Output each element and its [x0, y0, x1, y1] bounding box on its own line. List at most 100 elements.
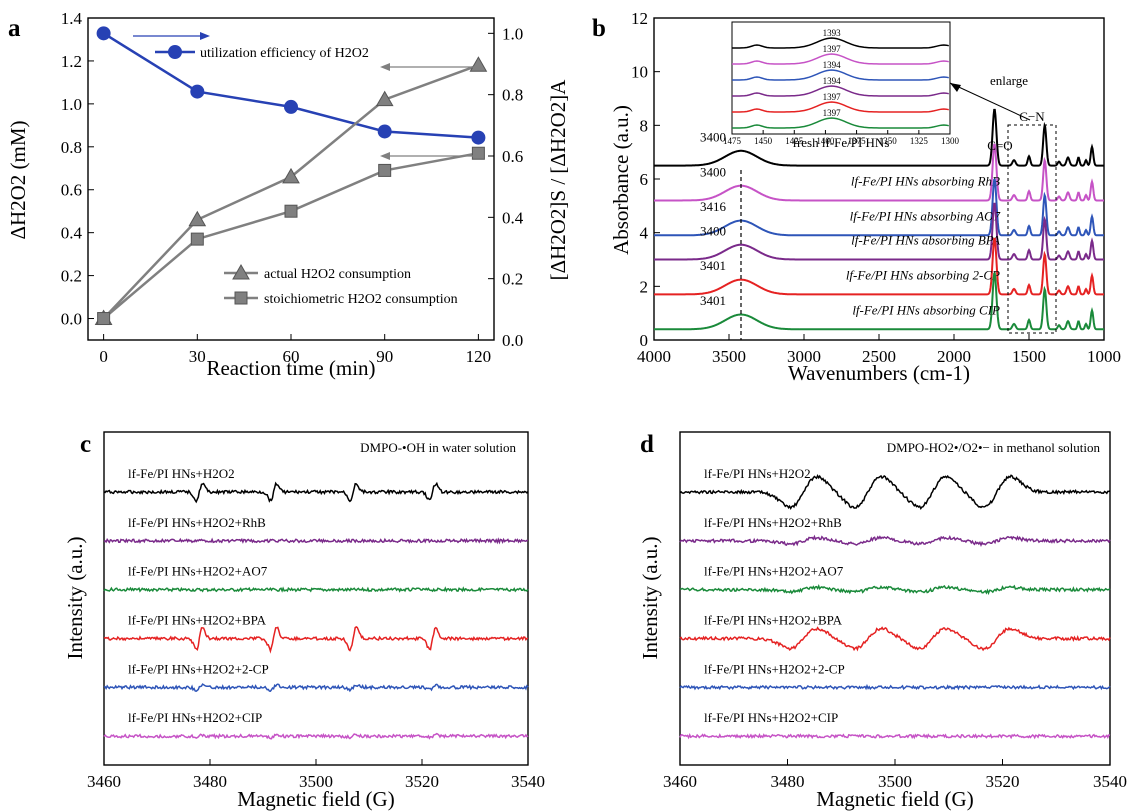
arrow-head-icon: [950, 83, 961, 92]
data-point-1-4: [469, 56, 488, 72]
legend-actual: actual H2O2 consumption: [264, 267, 411, 282]
series-label-2: lf-Fe/PI HNs absorbing AO7: [850, 209, 1001, 224]
series-label-1: lf-Fe/PI HNs absorbing RhB: [851, 174, 1000, 189]
epr-line-1: [103, 537, 529, 545]
epr-label-1: lf-Fe/PI HNs+H2O2+RhB: [128, 515, 266, 530]
epr-line-0: [679, 473, 1111, 510]
data-point-2-2: [284, 204, 298, 218]
panel-d-ylabel: Intensity (a.u.): [638, 536, 662, 659]
y-tick-label: 12: [631, 9, 648, 28]
panel-c: c 3460 3480 3500 3520 3540 lf-Fe/PI HNs+H2O2…: [63, 431, 545, 811]
epr-label-0: lf-Fe/PI HNs+H2O2: [704, 466, 811, 481]
y-tick-label: 0.8: [61, 138, 82, 157]
panel-a-letter: a: [8, 15, 21, 42]
inset-x-tick-label: 1325: [910, 136, 929, 146]
inset-x-tick-label: 1375: [848, 136, 867, 146]
x-tick-label: 0: [99, 347, 108, 366]
ftir-line-3: [654, 202, 1104, 261]
panel-d-letter: d: [640, 431, 654, 458]
panel-c-xlabel: Magnetic field (G): [237, 787, 394, 811]
peak-label-1: 3400: [700, 164, 726, 179]
ftir-line-1: [654, 143, 1104, 202]
epr-line-1: [679, 534, 1111, 548]
peak-label-4: 3401: [700, 258, 726, 273]
panel-d-xlabel: Magnetic field (G): [816, 787, 973, 811]
panel-a: a 0 30 60 90 120 0.0 0.2 0.4 0.6 0.8 1.0 1.2 1.4 0.0 0…: [6, 9, 570, 380]
inset-line-4: [732, 101, 949, 113]
peak-label-0: 3400: [700, 129, 726, 144]
inset-frame: [731, 21, 951, 135]
panel-c-letter: c: [80, 431, 91, 458]
y-tick-label: 1.0: [61, 95, 82, 114]
inset-peak-label-3: 1394: [823, 76, 842, 86]
series-label-4: lf-Fe/PI HNs absorbing 2-CP: [846, 268, 1000, 283]
inset-line-5: [732, 117, 949, 129]
data-point-1-3: [375, 90, 394, 107]
series-label-3: lf-Fe/PI HNs absorbing BPA: [851, 233, 1000, 248]
epr-line-4: [103, 683, 529, 693]
data-point-0-3: [377, 124, 392, 139]
x-tick-label: 3480: [771, 772, 805, 791]
annotation-cn: C−N: [1019, 109, 1045, 124]
epr-label-3: lf-Fe/PI HNs+H2O2+BPA: [704, 613, 843, 628]
enlarge-arrow: [949, 82, 1031, 121]
epr-label-2: lf-Fe/PI HNs+H2O2+AO7: [704, 564, 844, 579]
x-tick-label: 3000: [787, 347, 821, 366]
peak-label-2: 3416: [700, 199, 727, 214]
epr-label-5: lf-Fe/PI HNs+H2O2+CIP: [128, 710, 262, 725]
legend-marker-square: [234, 291, 248, 305]
x-tick-label: 1000: [1087, 347, 1121, 366]
ftir-line-0: [654, 108, 1104, 167]
annotation-co: C=O: [987, 138, 1012, 153]
data-point-0-4: [471, 130, 486, 145]
epr-label-3: lf-Fe/PI HNs+H2O2+BPA: [128, 613, 267, 628]
x-tick-label: 60: [283, 347, 300, 366]
annotation-enlarge: enlarge: [990, 73, 1028, 88]
epr-line-4: [679, 683, 1111, 691]
x-tick-label: 3480: [193, 772, 227, 791]
panel-c-ylabel: Intensity (a.u.): [63, 536, 87, 659]
data-point-2-3: [378, 163, 392, 177]
inset-x-tick-label: 1400: [816, 136, 835, 146]
panel-a-xlabel: Reaction time (min): [206, 356, 375, 380]
inset-peak-label-2: 1394: [823, 60, 842, 70]
x-tick-label: 2500: [862, 347, 896, 366]
data-point-0-0: [96, 26, 111, 41]
inset-line-1: [732, 53, 949, 65]
peak-label-5: 3401: [700, 293, 726, 308]
ftir-line-4: [654, 237, 1104, 296]
inset-xlabel: fresh lf-Fe/PI HNs: [793, 135, 890, 150]
inset-x-tick-label: 1425: [785, 136, 804, 146]
epr-label-5: lf-Fe/PI HNs+H2O2+CIP: [704, 710, 838, 725]
y2-tick-label: 0.8: [502, 86, 523, 105]
epr-line-3: [679, 626, 1111, 652]
x-tick-label: 3500: [299, 772, 333, 791]
arrow-head-icon: [200, 32, 210, 40]
y-tick-label: 0: [640, 331, 649, 350]
inset-x-tick-label: 1475: [723, 136, 742, 146]
inset-x-tick-label: 1350: [879, 136, 898, 146]
epr-line-2: [679, 584, 1111, 596]
x-tick-label: 3520: [986, 772, 1020, 791]
y-tick-label: 1.4: [61, 9, 83, 28]
x-tick-label: 90: [376, 347, 393, 366]
epr-line-5: [103, 732, 529, 740]
legend-marker-triangle: [232, 263, 250, 280]
inset-line-3: [732, 85, 949, 97]
panel-c-title: DMPO-•OH in water solution: [360, 440, 516, 455]
y-tick-label: 0.2: [61, 267, 82, 286]
inset-x-tick-label: 1450: [754, 136, 773, 146]
panel-d: d 3460 3480 3500 3520 3540 lf-Fe/PI HNs+H2O2…: [638, 431, 1127, 811]
panel-a-ylabel: ΔH2O2 (mM): [6, 120, 30, 239]
data-point-2-1: [190, 232, 204, 246]
panel-b-ylabel: Absorbance (a.u.): [609, 105, 633, 255]
inset-x-tick-label: 1300: [941, 136, 960, 146]
y2-tick-label: 0.0: [502, 331, 523, 350]
y-tick-label: 0.0: [61, 310, 82, 329]
y-tick-label: 1.2: [61, 52, 82, 71]
y2-tick-label: 0.2: [502, 270, 523, 289]
inset-peak-label-5: 1397: [823, 108, 842, 118]
legend-marker-circle: [168, 45, 182, 59]
x-tick-label: 3500: [712, 347, 746, 366]
